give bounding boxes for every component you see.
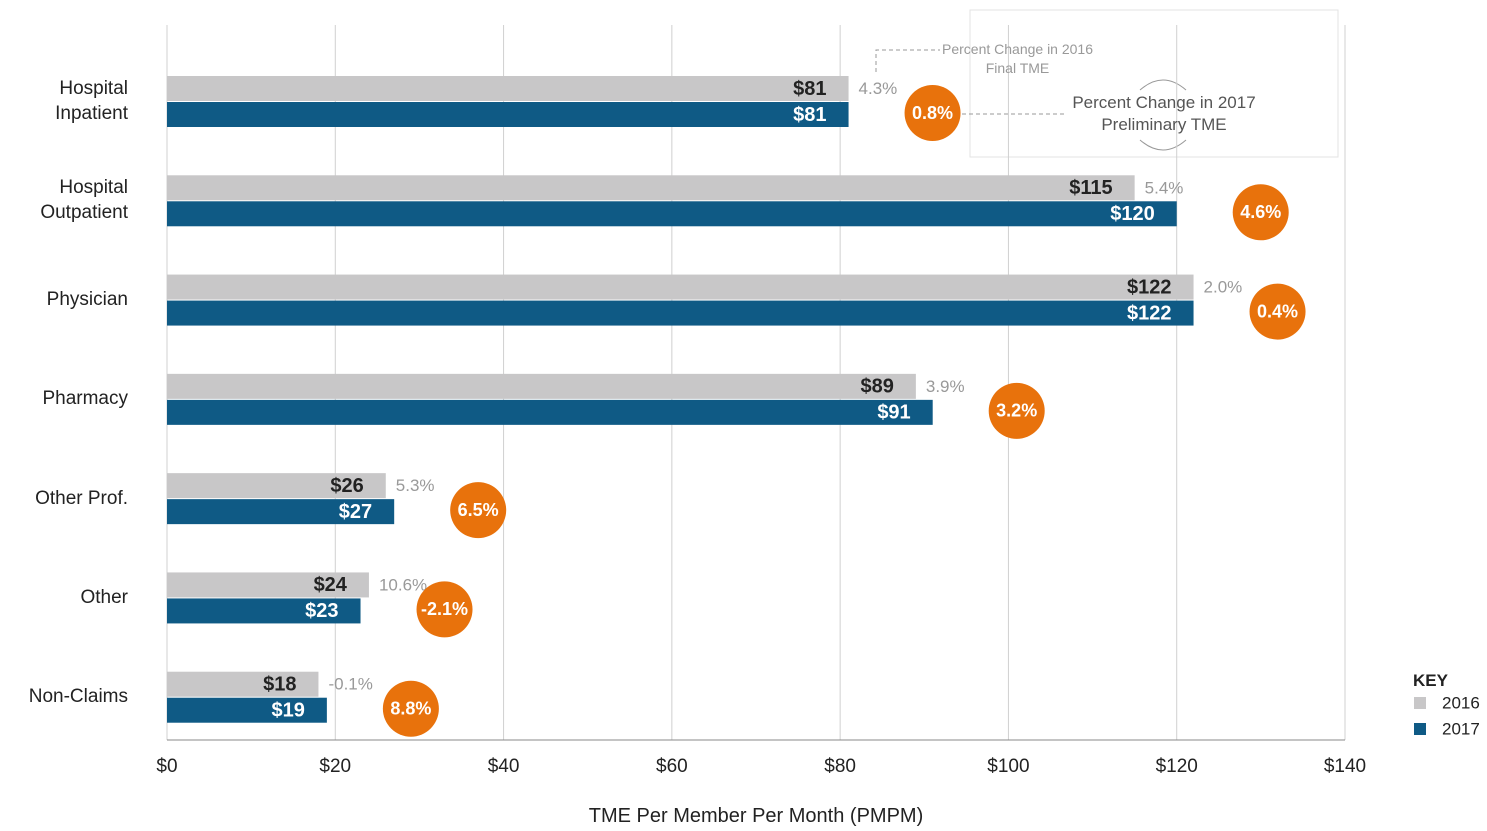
value-label: $81	[793, 104, 826, 126]
pct-change-2017-badge	[416, 581, 473, 638]
category-label: Other	[0, 567, 128, 627]
bar	[167, 671, 319, 697]
value-label: $26	[330, 475, 363, 497]
category-label-text: Hospital Outpatient	[40, 177, 128, 224]
annotation-2016-label: Percent Change in 2016 Final TME	[942, 41, 1093, 76]
bar	[167, 175, 1135, 201]
x-tick-label: $40	[488, 756, 520, 777]
pct-change-2017: 3.2%	[996, 401, 1037, 421]
category-label-text: Pharmacy	[42, 388, 128, 410]
legend-title: KEY	[1413, 671, 1448, 690]
pct-change-2017-badge	[988, 382, 1045, 439]
pct-change-2016: 3.9%	[926, 377, 965, 396]
x-tick-label: $20	[319, 756, 351, 777]
category-label-text: Physician	[46, 289, 128, 311]
pct-change-2017: 8.8%	[390, 698, 431, 718]
pct-change-2017-badge	[904, 85, 961, 141]
category-label-text: Other Prof.	[35, 487, 128, 509]
pct-change-2016: 10.6%	[379, 575, 427, 594]
category-label: Other Prof.	[0, 468, 128, 528]
value-label: $89	[860, 376, 893, 398]
bar	[167, 300, 1194, 326]
x-axis-label: TME Per Member Per Month (PMPM)	[588, 805, 924, 827]
pct-change-2016: 2.0%	[1204, 278, 1243, 297]
bar	[167, 102, 849, 127]
bar	[167, 399, 933, 425]
pct-change-2016: -0.1%	[328, 675, 372, 694]
annotation-leader	[875, 49, 940, 72]
annotation-bracket	[1139, 79, 1187, 151]
pct-change-2017: 0.8%	[912, 103, 953, 123]
category-label: Hospital Inpatient	[0, 71, 128, 131]
annotation-2017-label: Percent Change in 2017 Preliminary TME	[1072, 93, 1256, 134]
value-label: $122	[1127, 302, 1172, 324]
pct-change-2016: 4.3%	[859, 79, 898, 98]
value-label: $115	[1069, 177, 1112, 199]
pct-change-2017-badge	[382, 680, 439, 737]
value-label: $18	[263, 673, 296, 695]
value-label: $23	[305, 600, 338, 622]
pct-change-2017: -2.1%	[421, 599, 468, 619]
bar	[167, 201, 1177, 227]
x-tick-label: $120	[1156, 756, 1198, 777]
x-tick-label: $140	[1324, 756, 1366, 777]
bar	[167, 373, 916, 399]
x-tick-label: $60	[656, 756, 688, 777]
annotation-box	[969, 9, 1339, 158]
legend-label: 2016	[1442, 693, 1480, 712]
bar	[167, 572, 369, 598]
category-label: Non-Claims	[0, 667, 128, 727]
value-label: $81	[793, 78, 826, 100]
pct-change-2017-badge	[1232, 184, 1289, 241]
legend-swatch	[1414, 723, 1426, 735]
category-label: Physician	[0, 270, 128, 330]
value-label: $24	[314, 574, 348, 596]
bar	[167, 499, 395, 525]
category-label: Pharmacy	[0, 369, 128, 429]
legend-label: 2017	[1442, 719, 1480, 738]
legend-swatch	[1414, 697, 1426, 709]
x-tick-label: $80	[824, 756, 856, 777]
value-label: $122	[1127, 276, 1172, 298]
category-label-text: Non-Claims	[28, 686, 128, 708]
bar	[167, 598, 361, 624]
pct-change-2017-badge	[450, 482, 507, 539]
bar	[167, 697, 327, 723]
pct-change-2016: 5.3%	[396, 476, 435, 495]
bar	[167, 274, 1194, 300]
pct-change-2017: 6.5%	[458, 500, 499, 520]
value-label: $27	[339, 501, 372, 523]
value-label: $19	[271, 699, 304, 721]
pct-change-2017-badge	[1249, 283, 1306, 340]
pct-change-2016: 5.4%	[1145, 178, 1184, 197]
pct-change-2017: 0.4%	[1257, 301, 1298, 321]
pct-change-2017: 4.6%	[1240, 202, 1281, 222]
x-tick-label: $100	[987, 756, 1029, 777]
x-tick-label: $0	[156, 756, 177, 777]
category-label: Hospital Outpatient	[0, 170, 128, 230]
bar	[167, 76, 849, 101]
category-label-text: Hospital Inpatient	[55, 78, 128, 124]
value-label: $91	[877, 402, 910, 424]
value-label: $120	[1110, 203, 1155, 225]
bar	[167, 473, 386, 499]
category-label-text: Other	[80, 586, 128, 608]
